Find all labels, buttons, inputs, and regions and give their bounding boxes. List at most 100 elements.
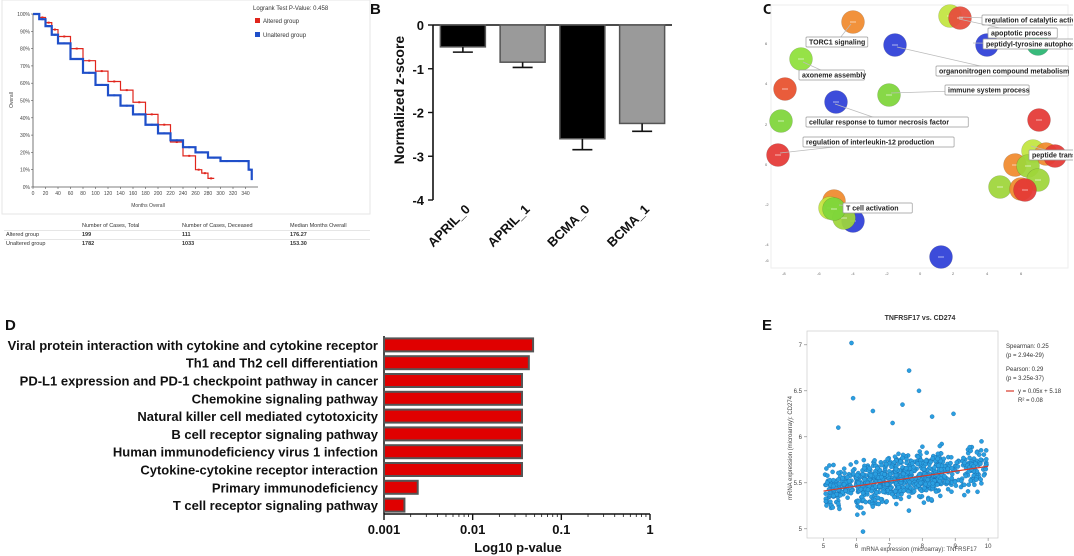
data-point — [831, 462, 836, 468]
data-point — [953, 483, 959, 488]
data-point — [896, 485, 901, 490]
fit-equation: y = 0.05x + 5.18 — [1018, 389, 1062, 395]
data-point — [915, 461, 920, 467]
x-tick-label: 7 — [888, 544, 892, 550]
data-point — [965, 489, 971, 494]
data-point — [930, 480, 936, 486]
x-tick-label: 220 — [166, 191, 175, 197]
data-point — [854, 472, 860, 478]
data-point — [870, 408, 876, 414]
censor-mark — [125, 104, 128, 107]
go-term-label: regulation of interleukin-12 production — [806, 140, 934, 147]
data-point — [868, 473, 874, 478]
y-axis-label: mRNA expression (microarray): CD274 — [788, 395, 794, 500]
panel-label-d: D — [5, 317, 16, 334]
x-tick-label: 6 — [855, 544, 859, 550]
data-point — [825, 473, 830, 478]
x-tick-label: 40 — [55, 191, 61, 197]
x-tick-label: 320 — [229, 191, 238, 197]
go-term-label: axoneme assembly — [802, 73, 866, 80]
y-tick-label: 0 — [765, 162, 768, 167]
data-point — [841, 466, 847, 471]
y-tick-label: 6 — [799, 435, 803, 441]
x-axis-label: mRNA expression (microarray): TNFRSF17 — [861, 547, 977, 553]
censor-mark — [203, 172, 206, 175]
data-point — [949, 455, 954, 460]
r-squared: R² = 0.08 — [1018, 398, 1044, 404]
label-box — [805, 36, 869, 48]
correlation-scatter: TNFRSF17 vs. CD274 mRNA expression (micr… — [788, 315, 1062, 553]
data-point — [830, 469, 835, 475]
data-point — [836, 425, 841, 430]
censor-mark — [63, 35, 66, 38]
bar — [383, 497, 406, 513]
y-tick-label: 10% — [20, 168, 31, 174]
data-point — [860, 529, 866, 534]
bar — [383, 408, 523, 424]
y-tick-label: -1 — [412, 62, 424, 77]
y-tick-label: B cell receptor signaling pathway — [171, 427, 378, 442]
data-point — [934, 482, 940, 487]
data-point — [923, 481, 928, 487]
data-point — [836, 470, 841, 476]
x-tick-label: 260 — [191, 191, 200, 197]
y-tick-label: -3 — [412, 149, 424, 164]
data-point — [894, 501, 899, 507]
censor-mark — [188, 154, 191, 157]
data-point — [884, 499, 889, 504]
censor-mark — [53, 33, 56, 36]
data-point — [836, 501, 841, 506]
y-axis-label: Normalized z-score — [391, 36, 407, 165]
data-point — [935, 456, 940, 462]
x-tick-label: 80 — [80, 191, 86, 197]
data-point — [863, 499, 868, 505]
x-tick-label: 8 — [921, 544, 925, 550]
legend-unaltered-label: Unaltered group — [263, 33, 307, 39]
x-tick-label: 100 — [91, 191, 100, 197]
censor-mark — [47, 21, 50, 24]
bar — [383, 337, 535, 353]
data-point — [962, 482, 967, 488]
y-tick-label: 30% — [20, 133, 31, 139]
censor-mark — [200, 151, 203, 154]
label-box — [944, 84, 1030, 96]
y-tick-label: T cell receptor signaling pathway — [173, 498, 379, 513]
data-point — [836, 477, 841, 482]
y-tick-label: 40% — [20, 116, 31, 122]
x-tick-label: 0.001 — [368, 522, 401, 537]
y-tick-label: 0% — [23, 185, 31, 191]
label-box — [802, 136, 955, 148]
data-point — [983, 448, 989, 453]
data-point — [903, 466, 909, 471]
data-point — [824, 466, 829, 471]
data-point — [935, 451, 941, 457]
y-tick-label: 90% — [20, 29, 31, 35]
bar — [559, 24, 606, 140]
x-tick-label: APRIL_1 — [484, 202, 532, 250]
go-term-label: cellular response to tumor necrosis fact… — [809, 120, 949, 127]
bar — [383, 390, 523, 406]
data-point — [870, 504, 876, 509]
table-cell: 199 — [80, 230, 180, 240]
y-tick-label: 0 — [417, 18, 424, 33]
data-point — [843, 488, 848, 493]
table-cell: 153.30 — [288, 239, 370, 248]
y-tick-label: 70% — [20, 64, 31, 70]
x-tick-label: -6 — [817, 271, 821, 276]
legend-altered-swatch — [255, 18, 260, 23]
censor-mark — [53, 28, 56, 31]
x-tick-label: 0 — [919, 271, 922, 276]
bar — [383, 355, 530, 371]
table-cell: 1782 — [80, 239, 180, 248]
y-tick-label: -2 — [765, 202, 769, 207]
label-box — [987, 27, 1058, 39]
pearson-p: (p = 3.25e-37) — [1006, 376, 1044, 382]
censor-mark — [88, 71, 91, 74]
bar — [383, 479, 419, 495]
table-cell: Unaltered group — [4, 239, 80, 248]
data-point — [876, 501, 881, 507]
censor-mark — [113, 80, 116, 83]
data-point — [861, 457, 867, 463]
data-point — [978, 461, 983, 467]
y-tick-label: 100% — [17, 12, 30, 18]
